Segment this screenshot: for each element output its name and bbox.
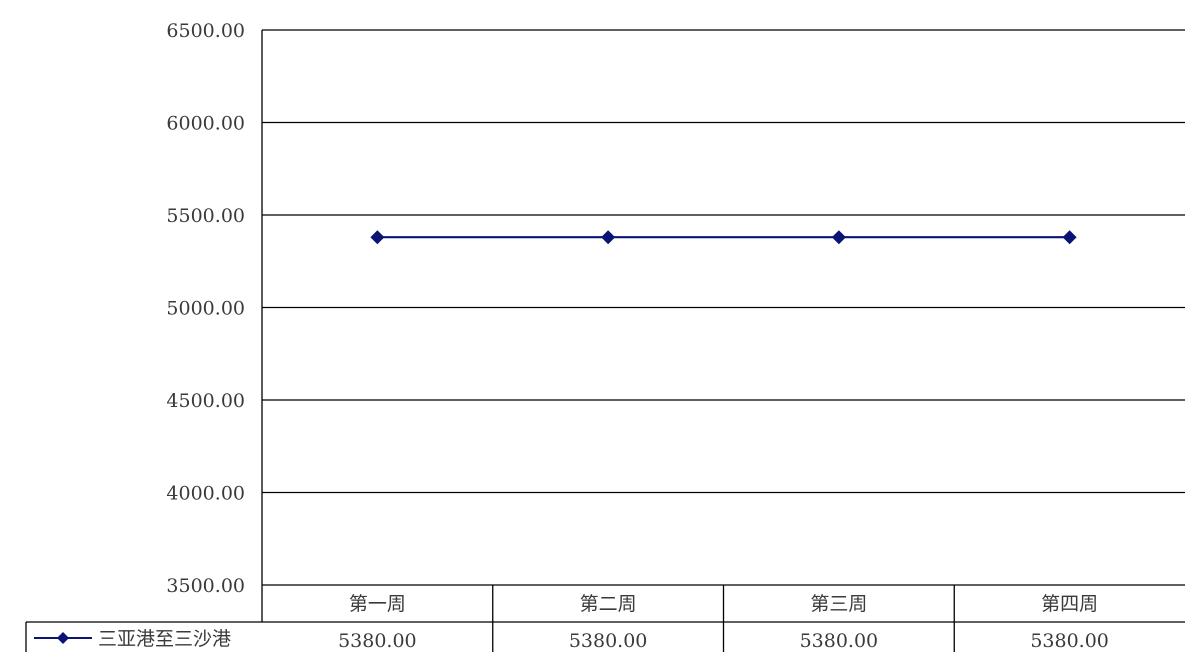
series-layer bbox=[370, 230, 1077, 245]
y-tick-label: 6500.00 bbox=[166, 20, 245, 42]
y-tick-label: 6000.00 bbox=[166, 113, 245, 135]
legend-marker bbox=[57, 632, 69, 644]
table-value-cell: 5380.00 bbox=[1030, 630, 1109, 652]
x-category-label: 第四周 bbox=[1041, 593, 1098, 615]
x-category-label: 第一周 bbox=[349, 593, 406, 615]
y-tick-label: 5500.00 bbox=[166, 205, 245, 227]
x-category-label: 第三周 bbox=[810, 593, 867, 615]
data-point bbox=[831, 230, 846, 245]
y-tick-label: 3500.00 bbox=[166, 575, 245, 597]
y-tick-label: 5000.00 bbox=[166, 298, 245, 320]
data-point bbox=[1062, 230, 1077, 245]
gridlines bbox=[262, 29, 1185, 494]
y-tick-label: 4000.00 bbox=[166, 483, 245, 505]
table-value-cell: 5380.00 bbox=[800, 630, 879, 652]
table-value-cell: 5380.00 bbox=[569, 630, 648, 652]
y-tick-label: 4500.00 bbox=[166, 390, 245, 412]
legend-series-name: 三亚港至三沙港 bbox=[98, 628, 231, 650]
x-category-label: 第二周 bbox=[580, 593, 637, 615]
table-value-cell: 5380.00 bbox=[338, 630, 417, 652]
y-axis: 3500.00 4000.00 4500.00 5000.00 5500.00 6000.… bbox=[166, 20, 263, 622]
data-point bbox=[370, 230, 385, 245]
data-point bbox=[601, 230, 616, 245]
